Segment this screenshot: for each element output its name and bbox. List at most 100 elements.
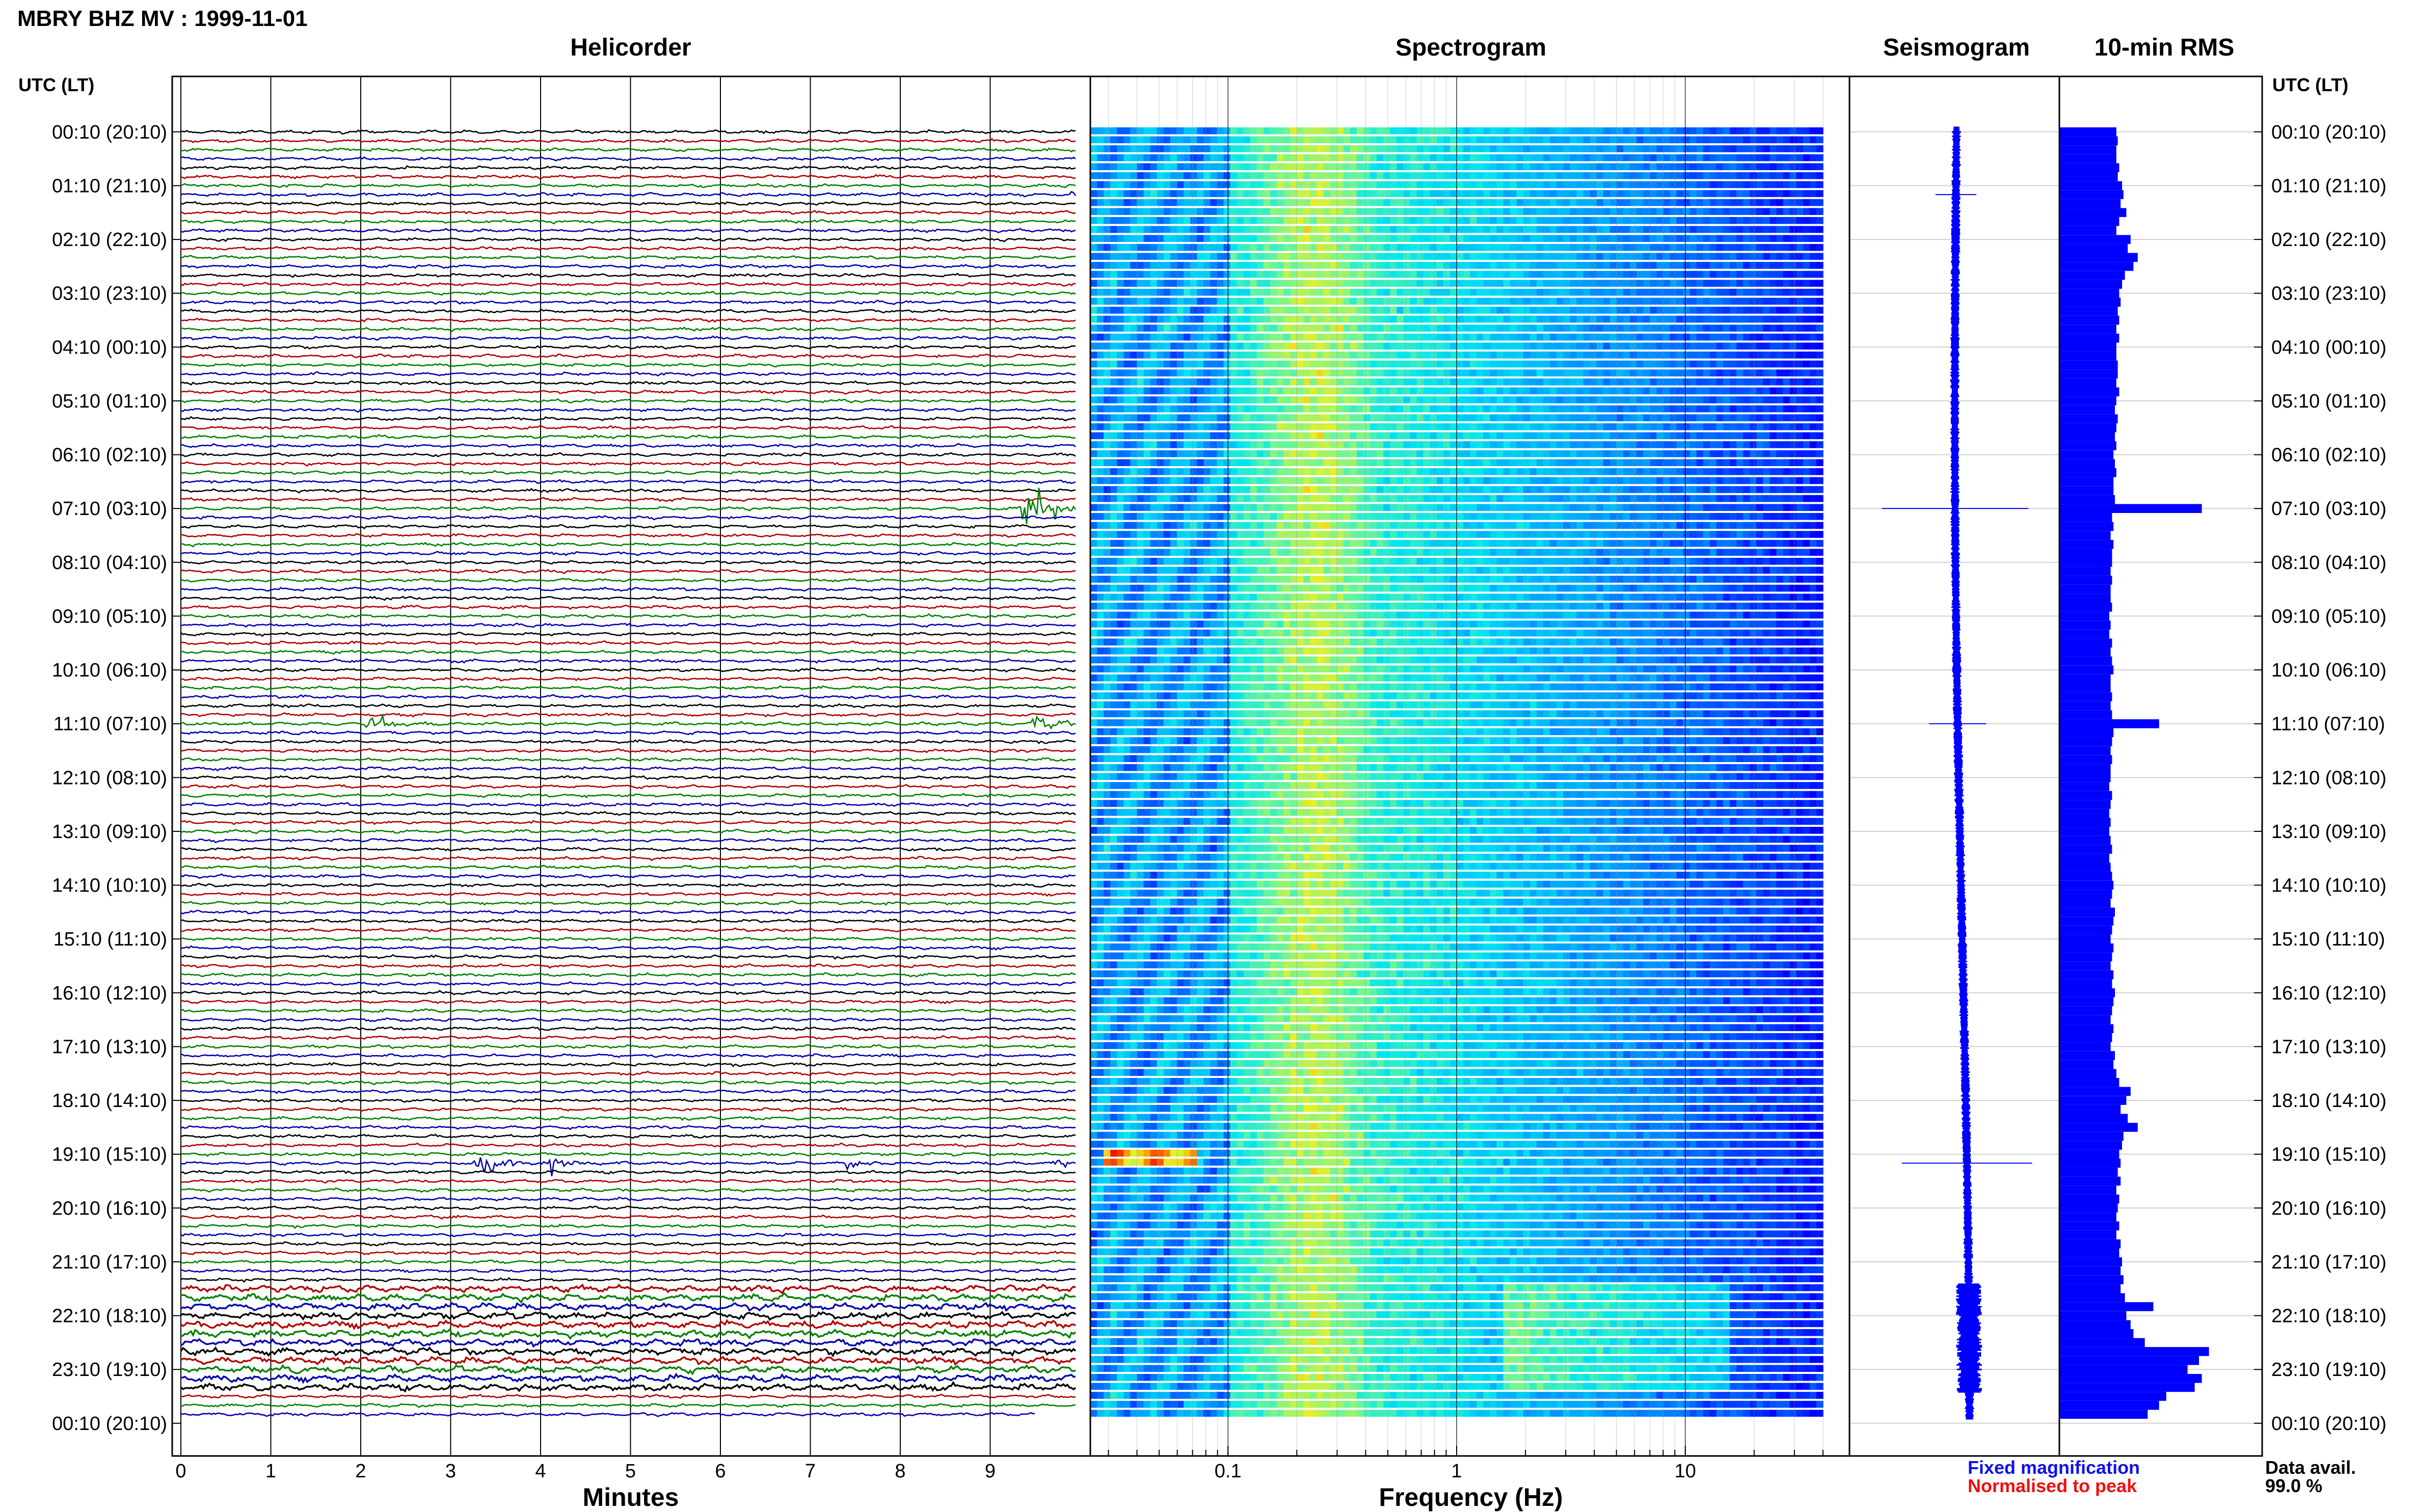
spectrogram-cell (1283, 127, 1291, 134)
spectrogram-cell (1397, 433, 1404, 440)
spectrogram-cell (1237, 486, 1244, 493)
spectrogram-cell (1424, 235, 1431, 242)
spectrogram-cell (1403, 280, 1410, 287)
spectrogram-cell (1257, 486, 1264, 493)
spectrogram-cell (1563, 414, 1570, 421)
spectrogram-cell (1504, 199, 1511, 206)
spectrogram-cell (1217, 253, 1224, 260)
spectrogram-cell (1130, 127, 1137, 134)
spectrogram-cell (1710, 379, 1717, 386)
spectrogram-cell (1790, 137, 1797, 144)
spectrogram-cell (1723, 217, 1730, 224)
spectrogram-cell (1670, 414, 1677, 421)
spectrogram-cell (1457, 486, 1464, 493)
spectrogram-cell (1377, 486, 1384, 493)
spectrogram-cell (1297, 262, 1304, 269)
spectrogram-cell (1297, 495, 1304, 502)
spectrogram-cell (1197, 504, 1204, 511)
spectrogram-cell (1790, 334, 1797, 341)
spectrogram-cell (1550, 316, 1557, 323)
spectrogram-cell (1683, 504, 1691, 511)
spectrogram-cell (1777, 226, 1784, 233)
spectrogram-cell (1090, 388, 1097, 395)
spectrogram-cell (1610, 325, 1617, 332)
spectrogram-cell (1437, 468, 1444, 475)
spectrogram-cell (1756, 316, 1763, 323)
spectrogram-cell (1643, 172, 1650, 179)
spectrogram-cell (1650, 352, 1657, 359)
spectrogram-cell (1097, 316, 1104, 323)
spectrogram-cell (1324, 468, 1331, 475)
spectrogram-cell (1636, 235, 1644, 242)
spectrogram-cell (1357, 396, 1364, 403)
helicorder-trace (181, 390, 1076, 394)
spectrogram-cell (1237, 226, 1244, 233)
spectrogram-cell (1590, 495, 1597, 502)
spectrogram-cell (1496, 217, 1504, 224)
spectrogram-cell (1290, 396, 1297, 403)
spectrogram-cell (1496, 450, 1504, 457)
spectrogram-cell (1697, 244, 1704, 251)
spectrogram-cell (1563, 513, 1570, 520)
spectrogram-cell (1636, 190, 1644, 197)
spectrogram-cell (1517, 423, 1524, 430)
spectrogram-cell (1190, 369, 1197, 376)
spectrogram-cell (1104, 486, 1111, 493)
spectrogram-cell (1210, 316, 1217, 323)
spectrogram-cell (1224, 145, 1231, 152)
spectrogram-cell (1570, 513, 1577, 520)
spectrogram-cell (1470, 513, 1477, 520)
spectrogram-cell (1597, 414, 1604, 421)
spectrogram-cell (1570, 504, 1577, 511)
spectrogram-cell (1177, 388, 1184, 395)
spectrogram-cell (1463, 486, 1470, 493)
spectrogram-cell (1523, 172, 1531, 179)
spectrogram-cell (1197, 163, 1204, 170)
spectrogram-cell (1710, 441, 1717, 448)
spectrogram-cell (1496, 495, 1504, 502)
spectrogram-cell (1570, 379, 1577, 386)
spectrogram-cell (1557, 181, 1564, 188)
spectrogram-cell (1723, 289, 1730, 296)
spectrogram-cell (1537, 441, 1544, 448)
spectrogram-cell (1150, 388, 1158, 395)
spectrogram-cell (1570, 127, 1577, 134)
spectrogram-cell (1150, 495, 1158, 502)
spectrogram-cell (1403, 226, 1410, 233)
spectrogram-cell (1623, 325, 1630, 332)
spectrogram-cell (1756, 289, 1763, 296)
spectrogram-cell (1403, 190, 1410, 197)
spectrogram-cell (1270, 513, 1277, 520)
spectrogram-cell (1403, 423, 1410, 430)
spectrogram-cell (1710, 459, 1717, 466)
spectrogram-cell (1523, 343, 1531, 350)
spectrogram-cell (1344, 495, 1351, 502)
spectrogram-cell (1530, 433, 1537, 440)
spectrogram-cell (1716, 199, 1724, 206)
spectrogram-cell (1583, 388, 1590, 395)
spectrogram-cell (1237, 343, 1244, 350)
spectrogram-cell (1504, 396, 1511, 403)
spectrogram-cell (1796, 396, 1804, 403)
spectrogram-cell (1683, 154, 1691, 161)
spectrogram-cell (1750, 217, 1757, 224)
spectrogram-cell (1743, 262, 1750, 269)
spectrogram-cell (1517, 163, 1524, 170)
spectrogram-cell (1184, 235, 1191, 242)
spectrogram-cell (1283, 307, 1291, 314)
spectrogram-cell (1716, 441, 1724, 448)
spectrogram-cell (1244, 244, 1251, 251)
spectrogram-cell (1210, 369, 1217, 376)
spectrogram-cell (1597, 127, 1604, 134)
spectrogram-cell (1217, 388, 1224, 395)
spectrogram-cell (1190, 441, 1197, 448)
spectrogram-cell (1557, 513, 1564, 520)
spectrogram-cell (1150, 504, 1158, 511)
spectrogram-cell (1330, 459, 1337, 466)
spectrogram-cell (1090, 423, 1097, 430)
spectrogram-cell (1104, 217, 1111, 224)
spectrogram-cell (1557, 244, 1564, 251)
spectrogram-cell (1697, 253, 1704, 260)
spectrogram-cell (1397, 352, 1404, 359)
spectrogram-cell (1144, 244, 1151, 251)
